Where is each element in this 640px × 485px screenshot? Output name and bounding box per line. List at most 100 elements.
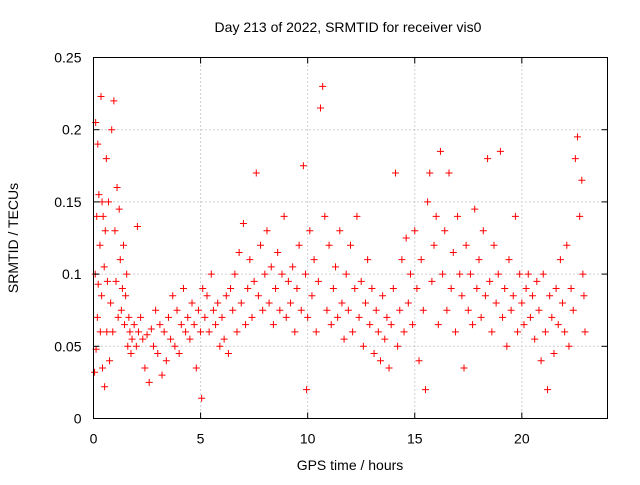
data-point: [389, 285, 397, 293]
data-point: [344, 306, 352, 314]
data-point: [132, 342, 140, 350]
data-point: [239, 220, 247, 228]
data-point: [115, 205, 123, 213]
data-point: [376, 357, 384, 365]
data-point: [481, 292, 489, 300]
data-point: [287, 299, 295, 307]
data-point: [110, 97, 118, 105]
data-point: [520, 321, 528, 329]
data-point: [244, 285, 252, 293]
data-point: [556, 256, 564, 264]
data-point: [98, 292, 106, 300]
data-point: [319, 82, 327, 90]
data-points: [91, 82, 589, 402]
data-point: [445, 169, 453, 177]
data-point: [103, 328, 111, 336]
data-point: [303, 386, 311, 394]
data-point: [306, 227, 314, 235]
data-point: [203, 292, 211, 300]
data-point: [511, 212, 519, 220]
data-point: [224, 350, 232, 358]
data-point: [456, 270, 464, 278]
data-point: [505, 256, 513, 264]
data-point: [171, 342, 179, 350]
data-point: [304, 313, 312, 321]
data-point: [127, 350, 135, 358]
data-point: [128, 335, 136, 343]
data-point: [220, 335, 228, 343]
data-point: [340, 335, 348, 343]
data-point: [385, 364, 393, 372]
data-point: [97, 92, 105, 100]
data-point: [184, 313, 192, 321]
data-point: [164, 313, 172, 321]
data-point: [574, 133, 582, 141]
data-point: [233, 328, 241, 336]
data-point: [411, 227, 419, 235]
data-point: [503, 342, 511, 350]
data-point: [118, 285, 126, 293]
data-point: [394, 342, 402, 350]
data-point: [141, 364, 149, 372]
data-point: [424, 198, 432, 206]
data-point: [94, 140, 102, 148]
data-point: [402, 234, 410, 242]
data-point: [116, 256, 124, 264]
data-point: [531, 335, 539, 343]
data-point: [544, 386, 552, 394]
data-point: [175, 350, 183, 358]
data-point: [222, 292, 230, 300]
data-point: [518, 299, 526, 307]
data-point: [93, 212, 101, 220]
data-point: [447, 285, 455, 293]
data-point: [169, 292, 177, 300]
data-point: [248, 313, 256, 321]
data-point: [272, 285, 280, 293]
data-point: [383, 313, 391, 321]
data-point: [546, 292, 554, 300]
y-axis-label: SRMTID / TECUs: [5, 183, 21, 293]
data-point: [567, 285, 575, 293]
y-tick-label: 0.1: [62, 266, 82, 282]
x-tick-label: 15: [407, 431, 423, 447]
data-point: [379, 292, 387, 300]
data-point: [550, 350, 558, 358]
data-point: [139, 335, 147, 343]
data-point: [349, 328, 357, 336]
data-point: [162, 357, 170, 365]
data-point: [466, 270, 474, 278]
data-point: [462, 241, 470, 249]
data-point: [516, 270, 524, 278]
data-point: [475, 256, 483, 264]
data-point: [368, 285, 376, 293]
data-point: [578, 176, 586, 184]
x-tick-label: 10: [300, 431, 316, 447]
data-point: [430, 241, 438, 249]
data-point: [188, 299, 196, 307]
x-axis-label: GPS time / hours: [297, 457, 404, 473]
data-point: [355, 313, 363, 321]
data-point: [259, 306, 267, 314]
data-point: [477, 313, 485, 321]
data-point: [182, 328, 190, 336]
data-point: [514, 328, 522, 336]
data-point: [93, 313, 101, 321]
data-point: [186, 335, 194, 343]
data-point: [361, 299, 369, 307]
data-point: [265, 299, 273, 307]
data-point: [111, 227, 119, 235]
data-point: [576, 212, 584, 220]
data-point: [95, 191, 103, 199]
grid-lines: [93, 57, 608, 419]
x-tick-label: 0: [90, 431, 98, 447]
data-point: [98, 364, 106, 372]
data-point: [353, 212, 361, 220]
data-point: [201, 313, 209, 321]
data-point: [137, 313, 145, 321]
data-point: [308, 292, 316, 300]
data-point: [147, 325, 155, 333]
data-point: [227, 285, 235, 293]
data-point: [103, 277, 111, 285]
data-point: [98, 198, 106, 206]
data-point: [209, 306, 217, 314]
